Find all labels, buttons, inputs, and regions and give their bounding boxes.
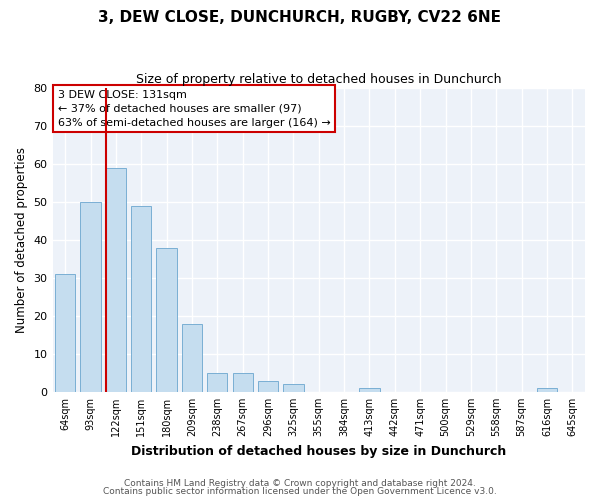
Text: 3 DEW CLOSE: 131sqm
← 37% of detached houses are smaller (97)
63% of semi-detach: 3 DEW CLOSE: 131sqm ← 37% of detached ho… [58, 90, 331, 128]
Bar [283, 384, 304, 392]
Bar [182, 324, 202, 392]
Bar [157, 248, 177, 392]
Bar [80, 202, 101, 392]
X-axis label: Distribution of detached houses by size in Dunchurch: Distribution of detached houses by size … [131, 444, 506, 458]
Bar [233, 373, 253, 392]
Bar [258, 380, 278, 392]
Bar [55, 274, 76, 392]
Bar [207, 373, 227, 392]
Title: Size of property relative to detached houses in Dunchurch: Size of property relative to detached ho… [136, 72, 502, 86]
Y-axis label: Number of detached properties: Number of detached properties [15, 147, 28, 333]
Bar [106, 168, 126, 392]
Text: Contains public sector information licensed under the Open Government Licence v3: Contains public sector information licen… [103, 487, 497, 496]
Text: Contains HM Land Registry data © Crown copyright and database right 2024.: Contains HM Land Registry data © Crown c… [124, 478, 476, 488]
Bar [131, 206, 151, 392]
Text: 3, DEW CLOSE, DUNCHURCH, RUGBY, CV22 6NE: 3, DEW CLOSE, DUNCHURCH, RUGBY, CV22 6NE [98, 10, 502, 25]
Bar [537, 388, 557, 392]
Bar [359, 388, 380, 392]
